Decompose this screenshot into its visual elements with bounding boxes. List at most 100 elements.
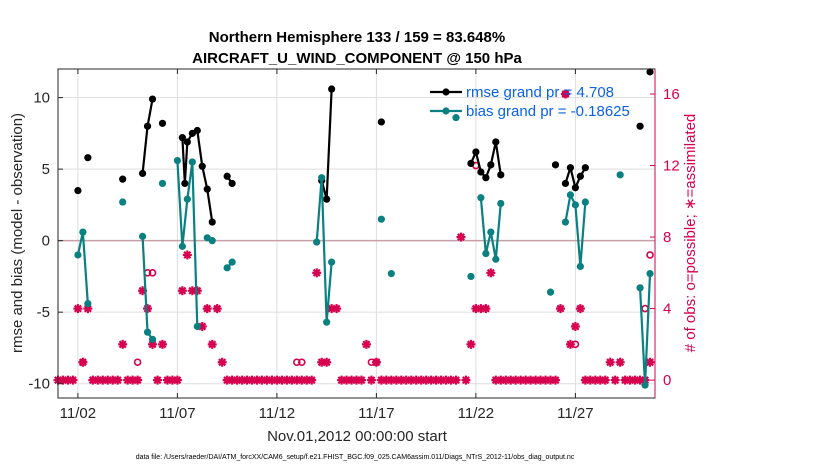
- bias-point: [74, 251, 82, 259]
- rmse-point: [119, 175, 127, 183]
- bias-point: [79, 228, 87, 236]
- rmse-point: [74, 186, 82, 195]
- bias-point: [178, 242, 186, 250]
- bias-point: [566, 191, 575, 199]
- rmse-point: [181, 179, 189, 188]
- assimilated-marker-stroke: [312, 268, 321, 277]
- possible-marker: [571, 340, 580, 349]
- assimilated-marker: [73, 304, 83, 314]
- assimilated-marker: [615, 357, 625, 367]
- rmse-point: [84, 154, 92, 162]
- assimilated-marker: [332, 304, 342, 314]
- assimilated-marker-stroke: [113, 376, 122, 385]
- assimilated-marker-stroke: [118, 340, 127, 349]
- x-tick-label: 11/12: [259, 405, 295, 422]
- bias-line: [76, 231, 89, 304]
- assimilated-marker: [177, 286, 187, 296]
- bias-point: [84, 299, 92, 308]
- assimilated-marker-stroke: [183, 250, 192, 259]
- assimilated-marker-stroke: [218, 358, 227, 367]
- assimilated-marker-stroke: [133, 376, 142, 385]
- possible-marker: [646, 251, 654, 259]
- bias-point: [188, 158, 196, 166]
- bias-point: [561, 218, 570, 226]
- assimilated-marker: [322, 357, 332, 367]
- assimilated-marker: [153, 375, 162, 385]
- assimilated-marker: [172, 375, 182, 385]
- assimilated-marker: [600, 375, 610, 385]
- obs-count-markers: [53, 89, 655, 385]
- assimilated-marker: [570, 321, 580, 331]
- bias-point: [318, 174, 326, 182]
- rmse-point: [203, 185, 211, 193]
- possible-marker: [292, 358, 301, 367]
- bias-point: [641, 381, 649, 389]
- assimilated-marker: [356, 375, 366, 385]
- bias-point: [576, 262, 584, 270]
- assimilated-marker-stroke: [173, 376, 182, 385]
- rmse-point: [472, 148, 480, 156]
- assimilated-marker: [312, 268, 322, 278]
- rmse-point: [477, 168, 485, 176]
- rmse-point: [178, 134, 186, 142]
- bias-point: [328, 258, 336, 266]
- rmse-line: [141, 98, 154, 174]
- assimilated-marker-stroke: [362, 340, 371, 349]
- bias-point: [148, 335, 157, 343]
- assimilated-marker: [157, 339, 167, 349]
- bias-point: [208, 237, 216, 245]
- assimilated-marker-stroke: [332, 304, 341, 313]
- assimilated-marker: [451, 375, 461, 385]
- bias-point: [387, 269, 395, 278]
- rmse-point: [193, 126, 201, 135]
- y-axis-right-label: # of obs: o=possible; ∗=assimilated: [682, 114, 699, 353]
- assimilated-marker-stroke: [616, 358, 625, 367]
- bias-point: [497, 199, 505, 208]
- series-lines: [74, 68, 654, 389]
- assimilated-marker: [133, 375, 143, 385]
- possible-marker: [367, 358, 376, 367]
- rmse-point: [323, 195, 331, 203]
- bias-point: [571, 201, 580, 209]
- assimilated-marker: [645, 357, 655, 367]
- bias-point: [636, 284, 644, 292]
- y-tick-label: 5: [42, 161, 50, 178]
- assimilated-marker-stroke: [466, 340, 475, 349]
- assimilated-marker: [202, 304, 212, 314]
- assimilated-marker: [481, 304, 491, 314]
- assimilated-marker: [575, 304, 585, 314]
- assimilated-marker-stroke: [646, 358, 654, 367]
- assimilated-marker: [212, 304, 222, 314]
- rmse-point: [143, 122, 152, 130]
- bias-point: [158, 179, 167, 188]
- possible-marker: [79, 358, 87, 367]
- rmse-point: [467, 159, 475, 168]
- rmse-point: [636, 122, 644, 130]
- x-tick-label: 11/07: [159, 405, 195, 422]
- assimilated-marker-stroke: [203, 304, 212, 313]
- assimilated-marker: [456, 232, 466, 242]
- bias-point: [581, 198, 589, 206]
- y-right-tick-label: 4: [663, 301, 671, 318]
- rmse-point: [158, 119, 167, 127]
- bias-point: [313, 238, 321, 246]
- assimilated-marker-stroke: [481, 304, 490, 313]
- assimilated-marker-stroke: [611, 376, 620, 385]
- assimilated-marker-stroke: [457, 233, 465, 242]
- assimilated-marker-stroke: [551, 376, 560, 385]
- assimilated-marker-stroke: [357, 376, 366, 385]
- rmse-point: [497, 171, 505, 179]
- rmse-point: [148, 95, 157, 103]
- assimilated-marker: [466, 339, 476, 349]
- x-tick-label: 11/17: [358, 405, 394, 422]
- y-tick-label: 10: [33, 90, 50, 107]
- assimilated-marker-stroke: [486, 268, 495, 277]
- legend-marker-bias: [442, 107, 450, 115]
- assimilated-marker-stroke: [452, 376, 460, 385]
- rmse-point: [487, 161, 495, 169]
- bias-point: [223, 264, 231, 272]
- assimilated-marker-stroke: [601, 376, 610, 385]
- x-tick-label: 11/27: [557, 405, 593, 422]
- assimilated-marker-stroke: [208, 340, 217, 349]
